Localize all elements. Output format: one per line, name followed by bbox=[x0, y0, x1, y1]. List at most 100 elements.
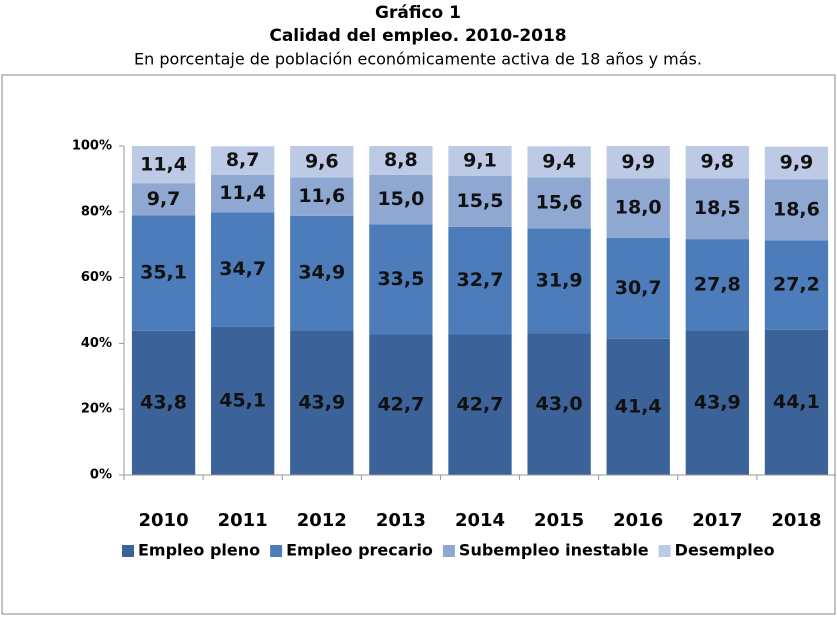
data-label: 45,1 bbox=[219, 389, 266, 411]
legend-label: Empleo precario bbox=[286, 541, 433, 560]
bar-segment bbox=[685, 146, 749, 179]
data-label: 35,1 bbox=[140, 262, 187, 284]
bar-segment bbox=[448, 146, 512, 176]
bar-segment bbox=[290, 215, 354, 331]
bar-segment bbox=[606, 146, 670, 179]
data-label: 9,6 bbox=[305, 150, 339, 172]
bar-segment bbox=[369, 334, 433, 475]
data-label: 44,1 bbox=[773, 391, 820, 413]
x-tick-label: 2013 bbox=[376, 510, 426, 531]
data-label: 9,9 bbox=[621, 151, 655, 173]
bar-segment bbox=[448, 226, 512, 335]
bar-segment bbox=[131, 183, 196, 216]
legend-swatch bbox=[442, 545, 455, 557]
y-tick-label: 60% bbox=[81, 270, 112, 285]
x-tick-label: 2011 bbox=[218, 510, 268, 531]
data-label: 9,8 bbox=[700, 151, 734, 173]
bar-segment bbox=[211, 146, 275, 175]
data-label: 27,2 bbox=[773, 274, 820, 296]
chart-caption: En porcentaje de población económicament… bbox=[134, 50, 702, 69]
legend-swatch bbox=[658, 545, 671, 557]
chart-subtitle: Calidad del empleo. 2010-2018 bbox=[269, 26, 566, 46]
bar-segment bbox=[211, 174, 275, 213]
data-label: 9,7 bbox=[147, 188, 181, 210]
data-label: 34,9 bbox=[298, 262, 345, 284]
bar-segment bbox=[685, 330, 749, 475]
data-label: 9,9 bbox=[780, 151, 814, 173]
y-tick-label: 80% bbox=[81, 204, 112, 219]
bar-segment bbox=[606, 178, 670, 238]
x-tick-label: 2017 bbox=[692, 510, 742, 531]
data-label: 43,9 bbox=[694, 391, 741, 413]
legend-label: Desempleo bbox=[675, 541, 775, 560]
bar-segment bbox=[527, 228, 591, 334]
bar-segment bbox=[369, 224, 433, 335]
bar-segment bbox=[131, 146, 196, 184]
chart-title: Gráfico 1 bbox=[375, 3, 461, 23]
bar-segment bbox=[290, 330, 354, 475]
data-label: 18,5 bbox=[694, 197, 741, 219]
data-label: 18,0 bbox=[615, 197, 662, 219]
x-tick-label: 2010 bbox=[139, 510, 189, 531]
data-label: 15,6 bbox=[536, 191, 583, 213]
data-label: 11,6 bbox=[298, 185, 345, 207]
chart-frame bbox=[1, 74, 836, 615]
x-tick-label: 2015 bbox=[534, 510, 584, 531]
data-label: 33,5 bbox=[377, 268, 424, 290]
bar-segment bbox=[448, 175, 512, 227]
data-label: 15,5 bbox=[457, 190, 504, 212]
bar-segment bbox=[764, 146, 829, 180]
bar-segment bbox=[211, 326, 275, 475]
bar-segment bbox=[527, 146, 591, 178]
bar-segment bbox=[131, 215, 196, 331]
bar-segment bbox=[527, 177, 591, 229]
bar-segment bbox=[369, 146, 433, 175]
data-label: 42,7 bbox=[377, 393, 424, 415]
legend-swatch bbox=[122, 545, 134, 557]
bar-segment bbox=[290, 146, 354, 178]
x-tick-label: 2018 bbox=[771, 510, 821, 531]
bar-segment bbox=[211, 212, 275, 327]
bar-segment bbox=[290, 177, 354, 216]
bar-segment bbox=[764, 179, 829, 241]
y-tick-label: 100% bbox=[72, 139, 112, 154]
bar-segment bbox=[606, 338, 670, 475]
data-label: 9,1 bbox=[463, 149, 497, 171]
data-label: 15,0 bbox=[377, 188, 424, 210]
bar-segment bbox=[131, 330, 196, 475]
data-label: 8,7 bbox=[226, 149, 260, 171]
bar-segment bbox=[764, 329, 829, 475]
data-label: 41,4 bbox=[615, 395, 662, 417]
data-label: 34,7 bbox=[219, 258, 266, 280]
data-label: 43,9 bbox=[298, 391, 345, 413]
legend-swatch bbox=[270, 545, 283, 557]
data-label: 11,4 bbox=[140, 153, 187, 175]
bar-segment bbox=[685, 239, 749, 331]
legend-label: Subempleo inestable bbox=[459, 541, 649, 560]
data-label: 43,8 bbox=[140, 391, 187, 413]
y-tick-label: 40% bbox=[81, 336, 112, 351]
y-tick-label: 20% bbox=[81, 402, 112, 417]
bar-segment bbox=[606, 237, 670, 339]
data-label: 18,6 bbox=[773, 198, 820, 220]
bar-segment bbox=[685, 178, 749, 240]
data-label: 30,7 bbox=[615, 277, 662, 299]
data-label: 8,8 bbox=[384, 149, 418, 171]
data-label: 43,0 bbox=[536, 393, 583, 415]
bar-segment bbox=[369, 174, 433, 225]
x-tick-label: 2016 bbox=[613, 510, 663, 531]
x-tick-label: 2014 bbox=[455, 510, 505, 531]
bar-segment bbox=[764, 240, 829, 330]
data-label: 27,8 bbox=[694, 273, 741, 295]
data-label: 11,4 bbox=[219, 182, 266, 204]
y-tick-label: 0% bbox=[90, 468, 112, 483]
data-label: 32,7 bbox=[457, 269, 504, 291]
data-label: 9,4 bbox=[542, 150, 576, 172]
legend-label: Empleo pleno bbox=[138, 541, 260, 560]
x-tick-label: 2012 bbox=[297, 510, 347, 531]
bar-segment bbox=[527, 333, 591, 475]
data-label: 31,9 bbox=[536, 270, 583, 292]
bar-segment bbox=[448, 334, 512, 475]
data-label: 42,7 bbox=[457, 393, 504, 415]
